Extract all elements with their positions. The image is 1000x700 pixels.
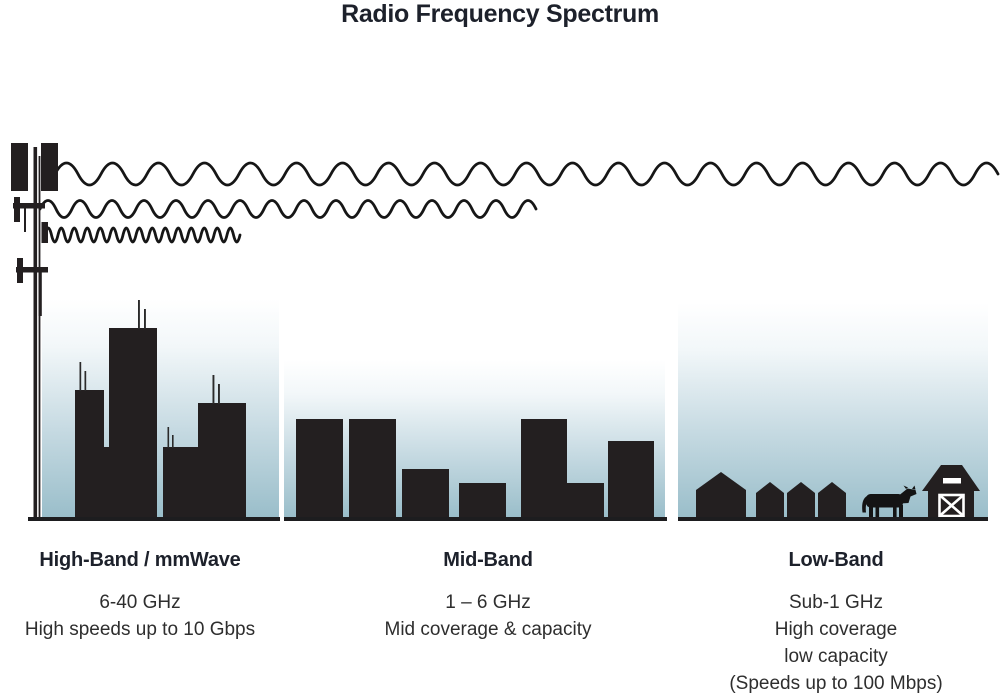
band-detail-low-3: (Speeds up to 100 Mbps): [729, 673, 943, 694]
page-title: Radio Frequency Spectrum: [341, 0, 659, 28]
mid-band-wave-icon: [38, 199, 538, 219]
barn-icon: [922, 465, 980, 518]
band-name-low: Low-Band: [788, 549, 884, 571]
midrise-buildings-icon: [296, 419, 654, 517]
band-label-low: Low-Band Sub-1 GHz High coverage low cap…: [696, 549, 976, 697]
band-detail-high: High speeds up to 10 Gbps: [24, 619, 256, 640]
band-name-high: High-Band / mmWave: [39, 549, 241, 571]
band-label-mid: Mid-Band 1 – 6 GHz Mid coverage & capaci…: [348, 549, 628, 643]
band-frequency-high: 6-40 GHz: [99, 592, 181, 613]
band-detail-low-2: low capacity: [784, 646, 888, 667]
radio-waves: [38, 161, 1000, 244]
houses-icon: [696, 472, 846, 517]
rooftop-antennas: [79, 300, 220, 448]
city-skyline-icon: [75, 300, 246, 517]
band-name-mid: Mid-Band: [443, 549, 533, 571]
cow-icon: [862, 485, 917, 518]
cell-tower-icon: [11, 143, 58, 521]
band-detail-low-1: High coverage: [774, 619, 898, 640]
band-frequency-low: Sub-1 GHz: [789, 592, 883, 613]
band-frequency-mid: 1 – 6 GHz: [445, 592, 531, 613]
band-label-high: High-Band / mmWave 6-40 GHz High speeds …: [0, 549, 280, 643]
band-detail-mid: Mid coverage & capacity: [384, 619, 592, 640]
high-band-wave-icon: [43, 226, 242, 244]
low-band-wave-icon: [53, 161, 1000, 187]
ground-lines: [28, 517, 988, 521]
